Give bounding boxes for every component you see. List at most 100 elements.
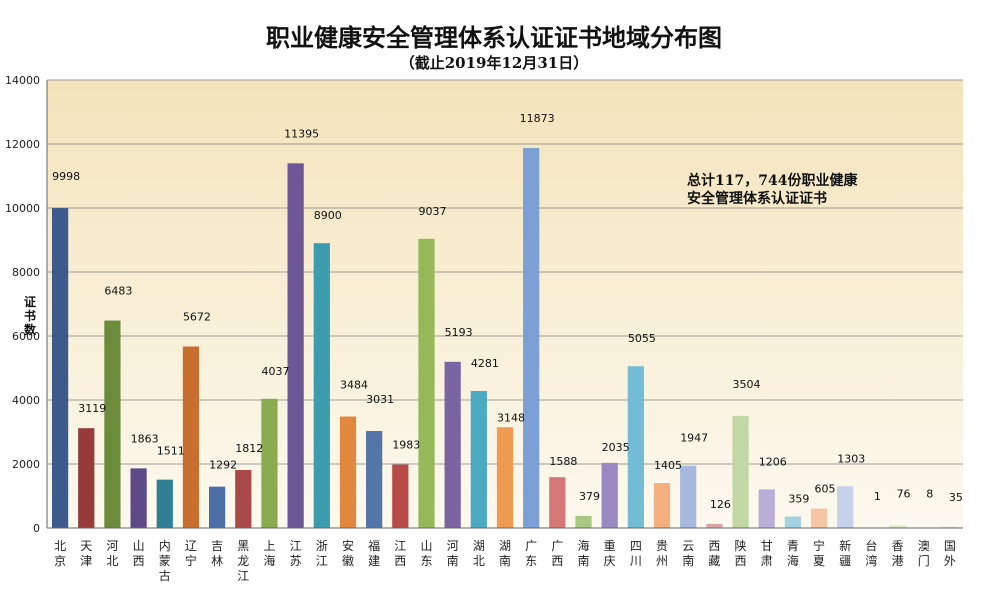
data-label: 3504 xyxy=(733,378,761,391)
category-label: 江西 xyxy=(394,539,406,568)
category-label: 安徽 xyxy=(342,538,354,568)
bar xyxy=(51,208,69,528)
bar xyxy=(627,366,644,528)
category-label: 西藏 xyxy=(708,539,720,568)
data-label: 4037 xyxy=(261,365,289,378)
bar xyxy=(523,148,540,528)
y-tick-label: 2000 xyxy=(12,458,40,471)
category-label: 海南 xyxy=(578,538,590,568)
data-label: 1983 xyxy=(392,439,420,452)
category-label: 内蒙古 xyxy=(159,539,171,583)
data-label: 126 xyxy=(710,498,731,511)
data-label: 1947 xyxy=(680,432,708,445)
bar xyxy=(732,415,749,528)
y-axis-label: 证书数 xyxy=(24,295,37,337)
bar xyxy=(392,464,409,528)
bar xyxy=(706,523,723,528)
y-tick-label: 4000 xyxy=(12,394,40,407)
data-label: 3484 xyxy=(340,379,368,392)
category-label: 湖北 xyxy=(473,538,485,568)
category-label: 江苏 xyxy=(290,539,302,568)
data-label: 76 xyxy=(897,488,911,501)
data-label: 2035 xyxy=(602,441,630,454)
bar xyxy=(261,398,278,528)
data-label: 3148 xyxy=(497,411,525,424)
category-label: 青海 xyxy=(787,539,799,568)
total-annotation-line-2: 安全管理体系认证证书 xyxy=(687,190,827,207)
data-label: 9998 xyxy=(52,170,80,183)
category-label: 黑龙江 xyxy=(237,539,249,583)
data-label: 1292 xyxy=(209,459,237,472)
category-label: 甘肃 xyxy=(761,539,773,568)
bar xyxy=(941,526,959,528)
category-label: 澳门 xyxy=(918,539,930,568)
data-label: 1 xyxy=(874,490,881,503)
bar xyxy=(313,243,330,528)
data-label: 6483 xyxy=(104,285,132,298)
bar xyxy=(104,320,121,528)
category-label: 台湾 xyxy=(865,538,877,568)
data-label: 1206 xyxy=(759,455,787,468)
data-label: 11873 xyxy=(520,112,555,125)
category-label: 河北 xyxy=(106,539,118,568)
category-label: 北京 xyxy=(54,539,66,568)
bar xyxy=(680,465,697,528)
data-label: 5055 xyxy=(628,332,656,345)
y-tick-label: 6000 xyxy=(12,330,40,343)
category-label: 山西 xyxy=(133,539,145,568)
y-tick-label: 12000 xyxy=(5,138,40,151)
bar xyxy=(235,470,252,528)
bar xyxy=(758,489,775,528)
category-label: 云南 xyxy=(682,539,694,568)
category-label: 贵州 xyxy=(656,539,668,568)
category-label: 香港 xyxy=(892,539,904,568)
bar xyxy=(549,477,566,528)
category-label: 湖南 xyxy=(499,538,511,568)
bar xyxy=(418,238,435,529)
y-tick-label: 10000 xyxy=(5,202,40,215)
category-label: 上海 xyxy=(263,539,275,568)
data-label: 35 xyxy=(949,491,963,504)
bar xyxy=(470,391,487,528)
data-label: 379 xyxy=(579,490,600,503)
data-label: 1863 xyxy=(131,432,159,445)
bar xyxy=(444,361,461,528)
data-label: 1588 xyxy=(549,455,577,468)
category-label: 新疆 xyxy=(839,538,851,568)
category-label: 吉林 xyxy=(211,539,223,568)
data-label: 1812 xyxy=(235,442,263,455)
category-label: 广西 xyxy=(551,539,563,568)
data-label: 5193 xyxy=(445,326,473,339)
category-label: 宁夏 xyxy=(813,538,825,568)
bar xyxy=(339,416,357,528)
category-label: 广东 xyxy=(525,539,537,568)
bar xyxy=(496,427,514,528)
bar xyxy=(130,468,147,528)
bar xyxy=(837,486,854,528)
bar xyxy=(653,483,671,528)
bar xyxy=(601,462,618,528)
category-label: 山东 xyxy=(420,539,432,568)
category-label: 天津 xyxy=(80,539,92,568)
y-tick-label: 14000 xyxy=(5,74,40,87)
data-label: 359 xyxy=(788,493,809,506)
data-label: 3119 xyxy=(78,402,106,415)
data-label: 8 xyxy=(926,488,933,501)
category-label: 辽宁 xyxy=(185,539,197,568)
category-label: 浙江 xyxy=(316,539,328,568)
data-label: 8900 xyxy=(314,209,342,222)
bar xyxy=(366,431,383,528)
data-label: 1405 xyxy=(654,459,682,472)
bar xyxy=(287,163,304,529)
y-tick-label: 0 xyxy=(33,522,40,535)
bar xyxy=(575,515,592,528)
bar xyxy=(209,486,226,528)
data-label: 1303 xyxy=(837,452,865,465)
data-label: 5672 xyxy=(183,310,211,323)
bar xyxy=(156,479,173,528)
category-label: 国外 xyxy=(944,539,956,568)
category-label: 陕西 xyxy=(735,538,747,568)
data-label: 4281 xyxy=(471,357,499,370)
chart-title: 职业健康安全管理体系认证证书地域分布图 xyxy=(266,23,722,52)
